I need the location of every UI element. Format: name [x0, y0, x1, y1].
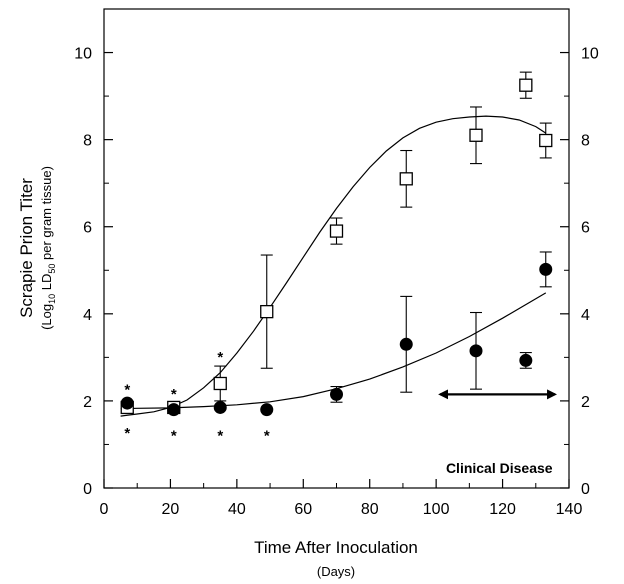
filled-circle-marker: [399, 337, 413, 351]
filled-circle-marker: [120, 396, 134, 410]
filled-circle-marker: [330, 387, 343, 401]
significance-star: *: [217, 349, 223, 366]
x-tick-label: 80: [361, 501, 379, 518]
open-square-marker: [260, 304, 274, 319]
open-square-marker: [469, 128, 483, 142]
x-tick-label: 40: [228, 501, 246, 518]
y-tick-label-right: 8: [581, 133, 590, 150]
y-tick-label-left: 4: [83, 307, 92, 324]
y-tick-label-left: 8: [83, 133, 92, 150]
x-tick-label: 0: [100, 501, 109, 518]
x-tick-label: 120: [489, 501, 516, 518]
y-tick-label-left: 2: [83, 394, 92, 411]
error-bars: [121, 71, 552, 413]
open-square-marker: [519, 78, 533, 92]
y-axis-title: Scrapie Prion Titer: [17, 178, 36, 318]
fit-curve-series-1: [120, 115, 547, 417]
fit-curves: [120, 115, 547, 417]
y-tick-label-right: 4: [581, 307, 590, 324]
filled-circle-marker: [469, 344, 483, 358]
plot-frame: [103, 8, 570, 489]
significance-star: *: [171, 427, 177, 444]
y-axis-subtitle: (Log10 LD50 per gram tissue): [39, 166, 57, 330]
filled-circle-marker: [213, 400, 227, 414]
y-tick-label-left: 6: [83, 220, 92, 237]
clinical-disease-label: Clinical Disease: [446, 460, 553, 476]
significance-star: *: [124, 382, 130, 399]
y-tick-label-left: 0: [83, 481, 92, 498]
filled-circle-marker: [519, 353, 533, 367]
open-square-marker: [329, 224, 344, 238]
open-square-marker: [213, 376, 227, 391]
y-tick-label-right: 0: [581, 481, 590, 498]
x-tick-label: 100: [423, 501, 450, 518]
x-axis-subtitle: (Days): [317, 564, 355, 579]
significance-star: *: [264, 427, 270, 444]
y-tick-label-right: 2: [581, 394, 590, 411]
significance-stars: * * * * * * *: [124, 349, 270, 444]
x-axis-title: Time After Inoculation: [254, 538, 418, 557]
significance-star: *: [124, 425, 130, 442]
x-tick-label: 20: [162, 501, 180, 518]
x-tick-label: 60: [294, 501, 312, 518]
y-tick-label-right: 10: [581, 46, 599, 63]
clinical-disease-annotation: Clinical Disease: [438, 389, 558, 476]
y-tick-label-left: 10: [74, 46, 92, 63]
open-square-marker: [399, 172, 413, 186]
filled-circle-marker: [539, 262, 553, 276]
significance-star: *: [171, 386, 177, 403]
filled-circle-marker: [260, 403, 274, 417]
data-markers: [120, 78, 553, 417]
x-tick-label: 140: [556, 501, 583, 518]
filled-circle-marker: [167, 403, 181, 417]
y-tick-label-right: 6: [581, 220, 590, 237]
open-square-marker: [539, 133, 553, 148]
significance-star: *: [217, 427, 223, 444]
